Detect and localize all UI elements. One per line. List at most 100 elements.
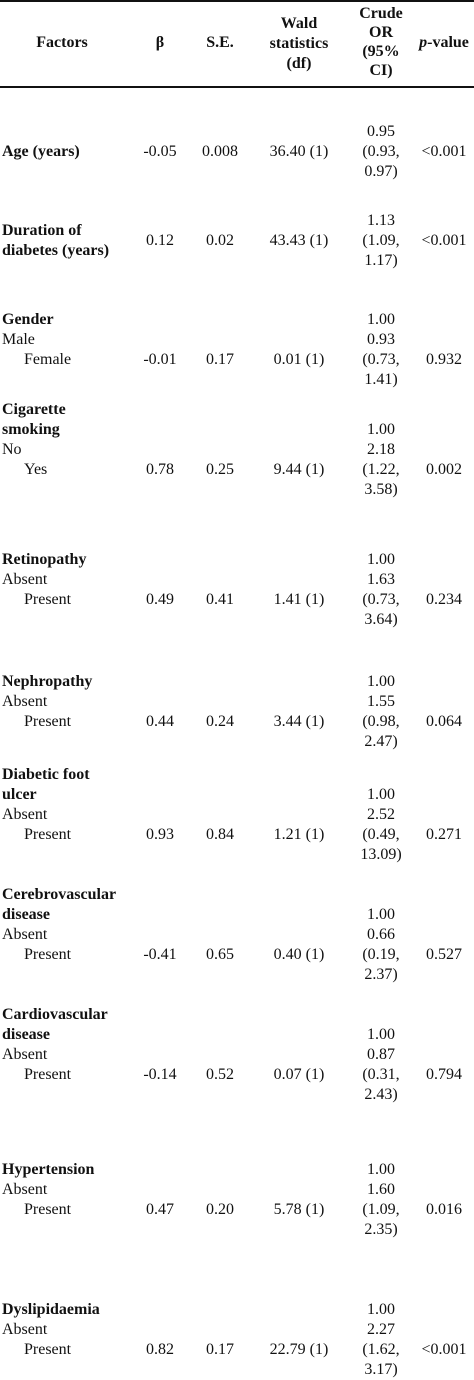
se-value: 0.65 bbox=[206, 946, 234, 963]
category-label: Present bbox=[24, 946, 72, 963]
header-or-1: Crude bbox=[359, 5, 403, 22]
factor-label: Cardiovascular bbox=[2, 1006, 108, 1023]
beta-value: 0.78 bbox=[146, 461, 174, 478]
odds-ratio-line: (1.62, bbox=[362, 1341, 400, 1358]
se-value: 0.17 bbox=[206, 351, 234, 368]
header-or-4: CI) bbox=[369, 62, 393, 79]
odds-ratio-line: 1.00 bbox=[367, 1161, 395, 1178]
header-wald-3: (df) bbox=[286, 55, 312, 72]
odds-ratio-line: 1.00 bbox=[367, 1026, 395, 1043]
category-label: Absent bbox=[2, 926, 48, 943]
odds-ratio-line: 1.00 bbox=[367, 551, 395, 568]
header-p-rest: -value bbox=[427, 34, 469, 51]
odds-ratio-line: 0.97) bbox=[364, 163, 398, 180]
se-value: 0.02 bbox=[206, 232, 234, 249]
odds-ratio-line: 2.27 bbox=[367, 1321, 395, 1338]
beta-value: -0.01 bbox=[143, 351, 177, 368]
wald-value: 1.41 (1) bbox=[273, 591, 325, 608]
se-value: 0.84 bbox=[206, 826, 234, 843]
beta-value: 0.82 bbox=[146, 1341, 174, 1358]
odds-ratio-line: 0.87 bbox=[367, 1046, 395, 1063]
factor-label: smoking bbox=[2, 421, 60, 438]
wald-value: 0.01 (1) bbox=[273, 351, 325, 368]
factor-label: ulcer bbox=[2, 786, 37, 803]
p-value: 0.016 bbox=[426, 1201, 462, 1218]
odds-ratio-line: 1.00 bbox=[367, 906, 395, 923]
header-or-3: (95% bbox=[362, 43, 400, 60]
wald-value: 0.07 (1) bbox=[273, 1066, 325, 1083]
p-value: 0.794 bbox=[426, 1066, 462, 1083]
se-value: 0.25 bbox=[206, 461, 234, 478]
odds-ratio-line: 1.60 bbox=[367, 1181, 395, 1198]
odds-ratio-line: (0.93, bbox=[362, 143, 400, 160]
beta-value: 0.12 bbox=[146, 232, 174, 249]
odds-ratio-line: 2.37) bbox=[364, 966, 398, 983]
odds-ratio-line: 3.64) bbox=[364, 611, 398, 628]
odds-ratio-line: (1.09, bbox=[362, 1201, 400, 1218]
odds-ratio-line: (0.73, bbox=[362, 351, 400, 368]
wald-value: 9.44 (1) bbox=[273, 461, 325, 478]
category-label: Female bbox=[24, 351, 72, 368]
odds-ratio-line: 0.93 bbox=[367, 331, 395, 348]
category-label: Present bbox=[24, 826, 72, 843]
odds-ratio-line: 1.41) bbox=[364, 371, 398, 388]
factor-label: Diabetic foot bbox=[2, 766, 90, 783]
factor-label: Duration of bbox=[2, 222, 82, 239]
header-beta: β bbox=[155, 34, 165, 51]
odds-ratio-line: 2.43) bbox=[364, 1086, 398, 1103]
odds-ratio-line: 1.00 bbox=[367, 311, 395, 328]
header-wald-1: Wald bbox=[280, 15, 318, 32]
se-value: 0.41 bbox=[206, 591, 234, 608]
p-value: 0.234 bbox=[426, 591, 462, 608]
factor-label: Cigarette bbox=[2, 401, 66, 418]
beta-value: 0.49 bbox=[146, 591, 174, 608]
header-or-2: OR bbox=[369, 24, 393, 41]
factor-label: Dyslipidaemia bbox=[2, 1301, 100, 1318]
p-value: 0.002 bbox=[426, 461, 462, 478]
se-value: 0.17 bbox=[206, 1341, 234, 1358]
odds-ratio-line: 1.00 bbox=[367, 421, 395, 438]
se-value: 0.20 bbox=[206, 1201, 234, 1218]
category-label: Absent bbox=[2, 571, 48, 588]
header-se: S.E. bbox=[206, 34, 234, 51]
header-p-italic: p bbox=[419, 34, 428, 51]
header-factors: Factors bbox=[36, 34, 88, 51]
odds-ratio-line: 2.35) bbox=[364, 1221, 398, 1238]
odds-ratio-line: (1.22, bbox=[362, 461, 400, 478]
p-value: <0.001 bbox=[421, 1341, 467, 1358]
beta-value: 0.93 bbox=[146, 826, 174, 843]
odds-ratio-line: 13.09) bbox=[360, 846, 402, 863]
p-value: 0.932 bbox=[426, 351, 462, 368]
wald-value: 36.40 (1) bbox=[269, 143, 329, 160]
category-label: Absent bbox=[2, 1321, 48, 1338]
category-label: Absent bbox=[2, 1181, 48, 1198]
beta-value: -0.14 bbox=[143, 1066, 177, 1083]
category-label: No bbox=[2, 441, 22, 458]
beta-value: -0.41 bbox=[143, 946, 177, 963]
category-label: Absent bbox=[2, 1046, 48, 1063]
odds-ratio-line: 1.00 bbox=[367, 786, 395, 803]
category-label: Male bbox=[2, 331, 35, 348]
category-label: Present bbox=[24, 713, 72, 730]
odds-ratio-line: (0.98, bbox=[362, 713, 400, 730]
se-value: 0.24 bbox=[206, 713, 234, 730]
odds-ratio-line: 1.00 bbox=[367, 1301, 395, 1318]
beta-value: -0.05 bbox=[143, 143, 177, 160]
se-value: 0.008 bbox=[202, 143, 238, 160]
wald-value: 3.44 (1) bbox=[273, 713, 325, 730]
category-label: Absent bbox=[2, 806, 48, 823]
header-rule bbox=[0, 86, 474, 88]
factor-label: diabetes (years) bbox=[2, 242, 110, 259]
category-label: Present bbox=[24, 591, 72, 608]
beta-value: 0.47 bbox=[146, 1201, 174, 1218]
odds-ratio-line: 1.00 bbox=[367, 673, 395, 690]
odds-ratio-line: 1.13 bbox=[367, 212, 395, 229]
factor-label: Retinopathy bbox=[2, 551, 87, 568]
p-value: <0.001 bbox=[421, 232, 467, 249]
odds-ratio-line: (0.31, bbox=[362, 1066, 400, 1083]
category-label: Yes bbox=[24, 461, 48, 478]
odds-ratio-line: 2.52 bbox=[367, 806, 395, 823]
p-value: <0.001 bbox=[421, 143, 467, 160]
odds-ratio-line: (1.09, bbox=[362, 232, 400, 249]
factor-label: disease bbox=[2, 906, 50, 923]
